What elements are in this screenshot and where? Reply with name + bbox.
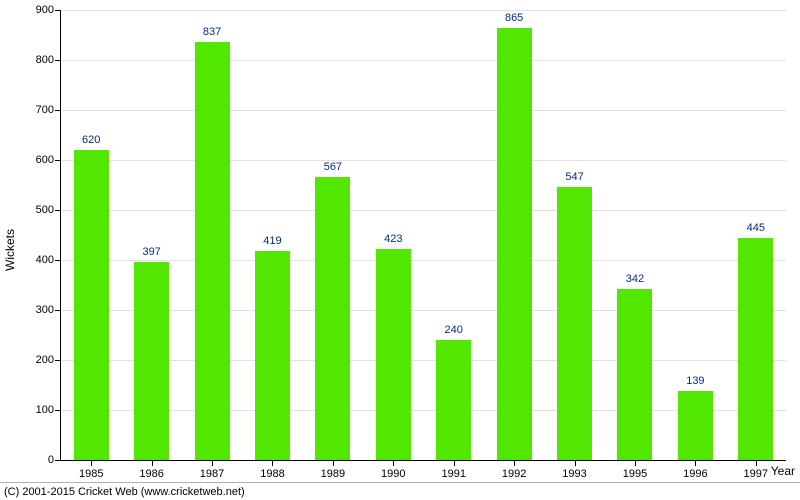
y-tick <box>55 10 61 11</box>
bar-value-label: 397 <box>142 246 160 258</box>
bar-value-label: 837 <box>203 26 221 38</box>
y-tick <box>55 310 61 311</box>
x-tick-label: 1985 <box>79 468 103 480</box>
y-tick-label: 900 <box>14 4 54 16</box>
y-tick <box>55 260 61 261</box>
bar-value-label: 419 <box>263 235 281 247</box>
bar <box>134 262 169 461</box>
y-tick-label: 100 <box>14 404 54 416</box>
x-tick <box>575 460 576 466</box>
y-tick-label: 800 <box>14 54 54 66</box>
copyright-divider <box>0 482 800 483</box>
y-tick <box>55 410 61 411</box>
bar-value-label: 620 <box>82 134 100 146</box>
y-gridline <box>61 310 786 311</box>
y-gridline <box>61 10 786 11</box>
x-tick <box>514 460 515 466</box>
x-tick <box>454 460 455 466</box>
y-gridline <box>61 210 786 211</box>
x-tick <box>333 460 334 466</box>
x-tick <box>91 460 92 466</box>
bar <box>557 187 592 461</box>
bar <box>255 251 290 461</box>
y-gridline <box>61 110 786 111</box>
bar-value-label: 547 <box>565 171 583 183</box>
y-tick-label: 500 <box>14 204 54 216</box>
bar <box>436 340 471 460</box>
bar <box>738 238 773 461</box>
y-tick-label: 300 <box>14 304 54 316</box>
y-tick-label: 600 <box>14 154 54 166</box>
plot-area: 0100200300400500600700800900198562019863… <box>60 10 786 461</box>
x-tick-label: 1996 <box>683 468 707 480</box>
x-tick-label: 1989 <box>321 468 345 480</box>
y-tick <box>55 210 61 211</box>
x-tick-label: 1991 <box>441 468 465 480</box>
x-tick-label: 1986 <box>139 468 163 480</box>
bar-value-label: 865 <box>505 12 523 24</box>
bar-value-label: 342 <box>626 273 644 285</box>
y-tick-label: 700 <box>14 104 54 116</box>
x-tick <box>635 460 636 466</box>
copyright-text: (C) 2001-2015 Cricket Web (www.cricketwe… <box>4 486 245 498</box>
y-tick-label: 200 <box>14 354 54 366</box>
y-tick <box>55 60 61 61</box>
bar-value-label: 445 <box>747 222 765 234</box>
chart-container: Wickets 01002003004005006007008009001985… <box>0 0 800 500</box>
x-tick <box>212 460 213 466</box>
y-tick <box>55 160 61 161</box>
x-tick-label: 1997 <box>744 468 768 480</box>
y-tick <box>55 360 61 361</box>
x-tick-label: 1995 <box>623 468 647 480</box>
bar <box>497 28 532 461</box>
bar-value-label: 240 <box>445 324 463 336</box>
bar-value-label: 423 <box>384 233 402 245</box>
bar <box>678 391 713 461</box>
bar <box>74 150 109 460</box>
x-tick <box>695 460 696 466</box>
y-tick <box>55 110 61 111</box>
x-tick-label: 1993 <box>562 468 586 480</box>
x-tick-label: 1990 <box>381 468 405 480</box>
y-gridline <box>61 360 786 361</box>
x-tick <box>272 460 273 466</box>
x-axis-title: Year <box>771 464 795 478</box>
y-tick <box>55 460 61 461</box>
y-gridline <box>61 160 786 161</box>
y-tick-label: 400 <box>14 254 54 266</box>
x-tick <box>152 460 153 466</box>
x-tick-label: 1992 <box>502 468 526 480</box>
x-tick <box>393 460 394 466</box>
bar-value-label: 567 <box>324 161 342 173</box>
x-tick-label: 1987 <box>200 468 224 480</box>
x-tick-label: 1988 <box>260 468 284 480</box>
bar <box>376 249 411 461</box>
bar-value-label: 139 <box>686 375 704 387</box>
bar <box>195 42 230 461</box>
bar <box>617 289 652 460</box>
y-gridline <box>61 260 786 261</box>
y-tick-label: 0 <box>14 454 54 466</box>
bar <box>315 177 350 461</box>
x-tick <box>756 460 757 466</box>
y-gridline <box>61 60 786 61</box>
